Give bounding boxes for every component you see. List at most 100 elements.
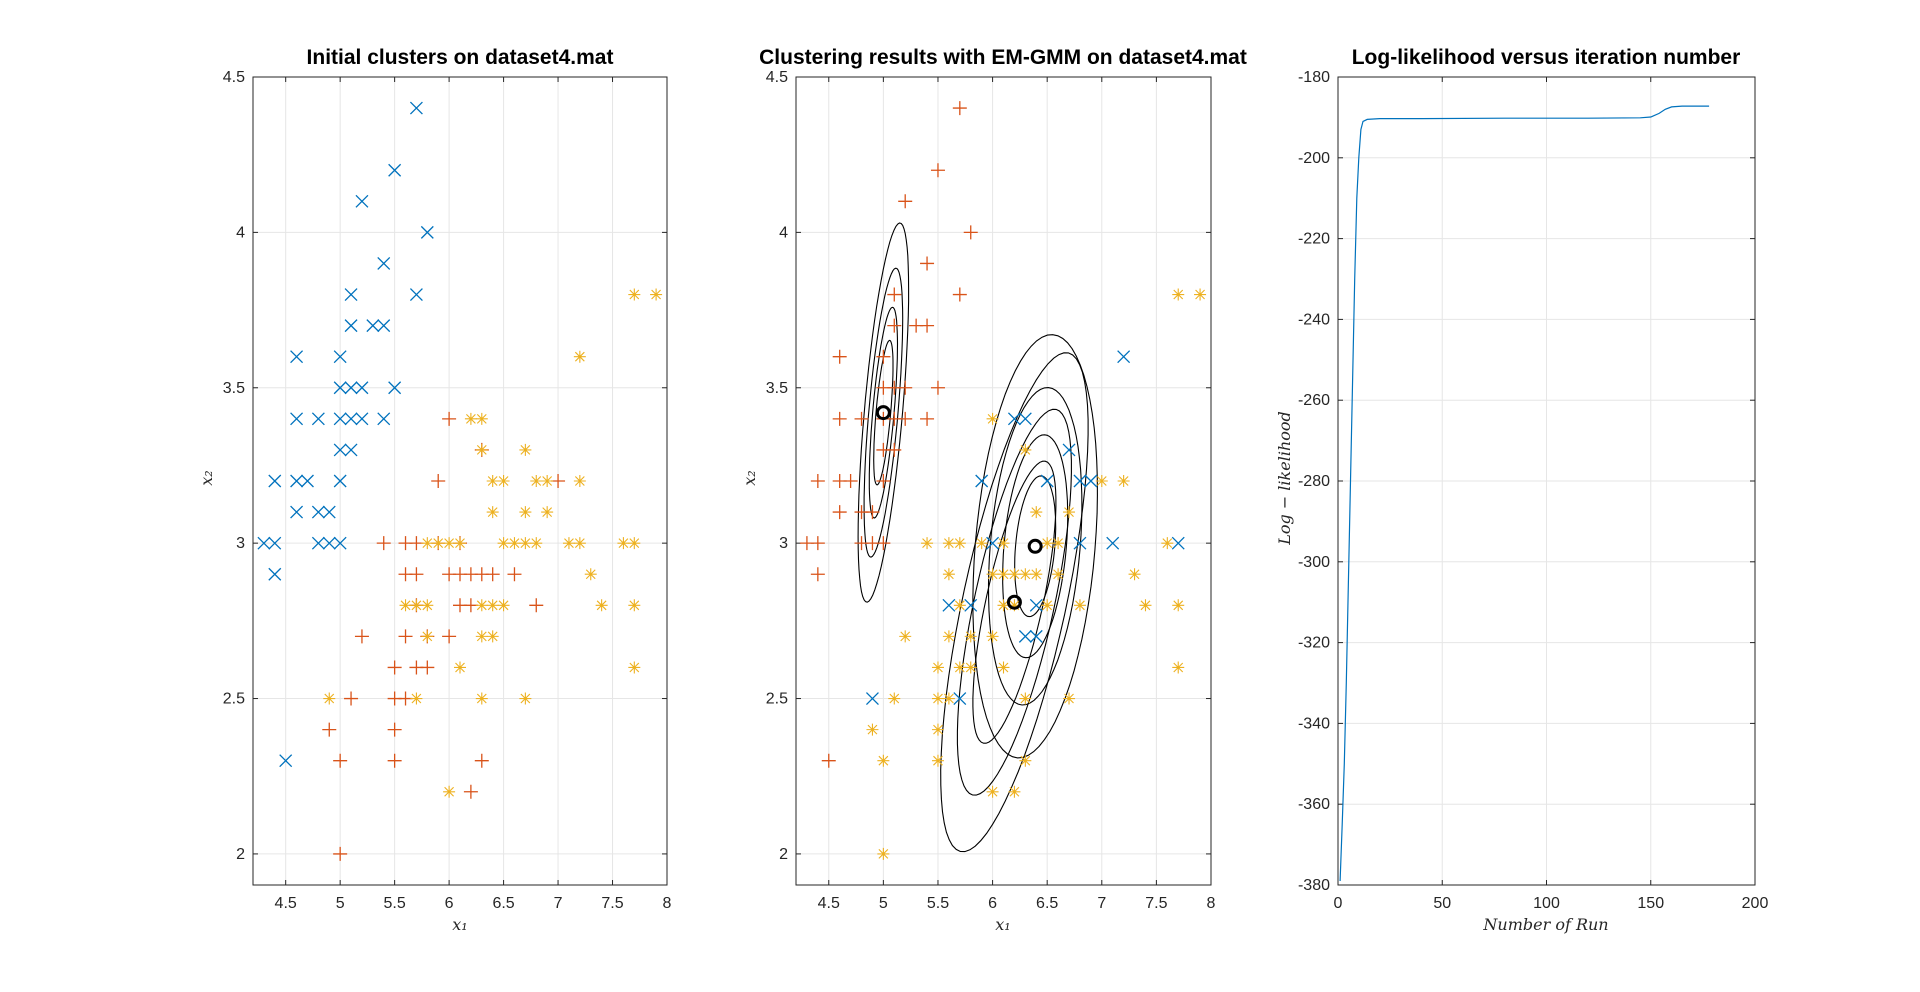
chart1-point-1-34: [388, 163, 402, 177]
chart1-point-1-21: [344, 443, 358, 457]
chart2-point-3-7: [931, 723, 944, 736]
chart2-title: Clustering results with EM-GMM on datase…: [759, 46, 1247, 69]
chart2-point-3-14: [953, 661, 966, 674]
chart1-point-2-11: [398, 629, 413, 644]
chart2-ytick-label-3: 3.5: [766, 380, 788, 397]
chart2-point-3-46: [1128, 568, 1141, 581]
chart1-series-3: [323, 288, 663, 798]
subplot-log-likelihood: Log-likelihood versus iteration number 0…: [1275, 46, 1768, 934]
chart2-point-3-1: [877, 847, 890, 860]
chart2-point-2-20: [876, 349, 891, 364]
chart1-point-1-26: [355, 412, 369, 426]
chart2-point-1-13: [1073, 536, 1087, 550]
chart2-point-2-21: [887, 442, 902, 457]
chart1-point-1-27: [355, 381, 369, 395]
chart2-point-1-5: [986, 536, 1000, 550]
chart2-point-2-2: [810, 536, 825, 551]
chart1-point-3-28: [519, 506, 532, 519]
chart3-ytick-label-9: -200: [1298, 150, 1330, 167]
chart3-xtick-label-2: 100: [1533, 895, 1560, 912]
chart1-point-3-36: [573, 475, 586, 487]
chart3-ytick-label-7: -240: [1298, 311, 1330, 328]
chart1-point-3-44: [628, 288, 641, 301]
chart3-xtick-label-1: 50: [1433, 895, 1451, 912]
chart2-point-2-31: [920, 318, 935, 333]
chart2-xtick-label-3: 6: [988, 895, 997, 912]
chart2-point-3-16: [953, 537, 966, 550]
chart2-point-1-6: [1007, 412, 1021, 426]
chart1-point-2-16: [409, 567, 424, 582]
chart1-point-3-45: [650, 288, 663, 301]
chart1-point-3-24: [497, 475, 510, 487]
chart1-point-3-23: [497, 537, 510, 550]
chart2-point-3-12: [942, 568, 955, 581]
chart2-point-3-29: [1008, 599, 1021, 612]
chart3-xtick-label-0: 0: [1334, 895, 1343, 912]
chart1-point-2-4: [354, 629, 369, 644]
chart1-point-3-40: [617, 537, 630, 550]
chart1-point-3-12: [464, 412, 477, 425]
chart2-contour-0-3: [873, 339, 894, 486]
chart3-ytick-label-10: -180: [1298, 69, 1330, 86]
chart3-ytick-label-5: -280: [1298, 473, 1330, 490]
chart1-point-3-29: [519, 443, 532, 456]
chart2-point-3-32: [1019, 692, 1032, 705]
chart2-point-3-10: [942, 692, 955, 705]
chart2-point-2-9: [843, 474, 858, 488]
chart1-point-1-0: [257, 536, 271, 550]
chart1-point-3-14: [475, 630, 488, 643]
chart1-ytick-label-3: 3.5: [223, 380, 245, 397]
chart1-point-2-24: [442, 411, 457, 426]
chart2-point-3-37: [1041, 599, 1054, 612]
chart1-point-3-42: [628, 599, 641, 612]
chart1-ytick-label-5: 4.5: [223, 69, 245, 86]
chart1-point-2-31: [474, 753, 489, 768]
chart1-point-1-7: [290, 412, 304, 426]
chart2-point-3-19: [975, 537, 988, 550]
chart2-point-3-20: [986, 785, 999, 798]
chart1-point-1-4: [279, 754, 293, 768]
chart1-point-3-9: [443, 537, 456, 550]
chart2-point-1-17: [1117, 350, 1131, 364]
chart1-point-3-7: [432, 537, 445, 550]
chart2-point-1-7: [1018, 412, 1032, 426]
chart2-point-2-32: [920, 256, 935, 271]
chart1-ylabel: x₂: [197, 470, 216, 485]
chart1-point-3-43: [628, 537, 641, 550]
chart2-point-3-33: [1019, 568, 1032, 581]
chart3-title: Log-likelihood versus iteration number: [1352, 46, 1741, 69]
chart1-point-2-20: [431, 474, 446, 488]
chart2-series-2: [799, 101, 978, 768]
chart2-point-2-15: [876, 536, 891, 551]
chart2-point-2-8: [832, 349, 847, 364]
chart2-contour-2-0: [940, 352, 1089, 853]
chart1-point-2-22: [442, 629, 457, 644]
chart2-point-3-22: [986, 568, 999, 581]
chart1-point-1-18: [333, 412, 347, 426]
chart2-point-2-4: [821, 753, 836, 768]
chart2-point-1-18: [1171, 536, 1185, 550]
chart1-point-1-30: [377, 412, 391, 426]
chart2-contour-0-2: [868, 306, 899, 519]
chart2-point-3-44: [1095, 475, 1108, 487]
chart1-xtick-label-2: 5.5: [384, 895, 406, 912]
chart1-point-1-35: [409, 288, 423, 301]
chart1-point-1-23: [344, 381, 358, 395]
chart1-point-3-5: [421, 599, 434, 612]
chart1-point-3-6: [421, 537, 434, 550]
chart2-point-2-16: [876, 474, 891, 488]
chart2-point-3-0: [866, 723, 879, 736]
chart1-ytick-label-0: 2: [236, 846, 245, 863]
chart2-point-2-12: [854, 411, 869, 426]
chart2-point-3-43: [1073, 599, 1086, 612]
chart1-point-3-22: [497, 599, 510, 612]
chart2-point-3-27: [997, 537, 1010, 550]
chart2-series-3: [866, 288, 1207, 860]
chart2-point-3-25: [997, 599, 1010, 612]
chart1-point-1-11: [311, 505, 325, 519]
chart2-point-3-38: [1041, 537, 1054, 550]
chart1-point-3-8: [443, 785, 456, 798]
chart2-point-2-25: [887, 287, 902, 302]
chart2-point-3-8: [931, 692, 944, 705]
chart2-contour-1-3: [1014, 475, 1057, 618]
